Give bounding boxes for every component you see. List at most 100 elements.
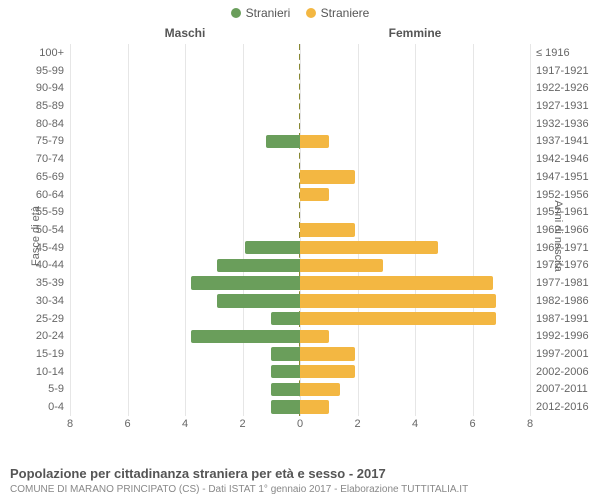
birth-year-label: 1942-1946 bbox=[530, 153, 596, 165]
birth-year-label: 2012-2016 bbox=[530, 401, 596, 413]
female-half bbox=[300, 381, 530, 399]
birth-year-label: 1997-2001 bbox=[530, 348, 596, 360]
bar-male bbox=[191, 330, 300, 343]
age-row: 30-341982-1986 bbox=[70, 292, 530, 310]
female-half bbox=[300, 150, 530, 168]
age-label: 95-99 bbox=[4, 65, 70, 77]
age-label: 30-34 bbox=[4, 295, 70, 307]
age-label: 75-79 bbox=[4, 135, 70, 147]
bar-female bbox=[300, 330, 329, 343]
female-half bbox=[300, 327, 530, 345]
age-row: 5-92007-2011 bbox=[70, 381, 530, 399]
age-label: 60-64 bbox=[4, 189, 70, 201]
x-axis: 864202468 bbox=[70, 418, 530, 432]
male-half bbox=[70, 150, 300, 168]
male-half bbox=[70, 115, 300, 133]
male-half bbox=[70, 274, 300, 292]
female-half bbox=[300, 239, 530, 257]
bar-male bbox=[266, 135, 301, 148]
age-label: 40-44 bbox=[4, 259, 70, 271]
bar-female bbox=[300, 241, 438, 254]
female-half bbox=[300, 345, 530, 363]
birth-year-label: 2007-2011 bbox=[530, 383, 596, 395]
age-label: 90-94 bbox=[4, 82, 70, 94]
age-row: 40-441972-1976 bbox=[70, 257, 530, 275]
age-label: 20-24 bbox=[4, 330, 70, 342]
age-label: 45-49 bbox=[4, 242, 70, 254]
age-label: 65-69 bbox=[4, 171, 70, 183]
age-label: 25-29 bbox=[4, 313, 70, 325]
column-title-male: Maschi bbox=[70, 26, 300, 40]
male-half bbox=[70, 327, 300, 345]
age-row: 45-491967-1971 bbox=[70, 239, 530, 257]
age-row: 55-591957-1961 bbox=[70, 203, 530, 221]
female-half bbox=[300, 363, 530, 381]
male-half bbox=[70, 381, 300, 399]
female-half bbox=[300, 168, 530, 186]
birth-year-label: 1932-1936 bbox=[530, 118, 596, 130]
x-tick: 8 bbox=[67, 418, 73, 430]
birth-year-label: 1972-1976 bbox=[530, 259, 596, 271]
female-half bbox=[300, 398, 530, 416]
bar-female bbox=[300, 383, 340, 396]
x-tick: 2 bbox=[239, 418, 245, 430]
birth-year-label: 1922-1926 bbox=[530, 82, 596, 94]
chart-area: Maschi Femmine Fasce di età Anni di nasc… bbox=[0, 26, 600, 446]
age-row: 60-641952-1956 bbox=[70, 186, 530, 204]
female-half bbox=[300, 133, 530, 151]
age-row: 95-991917-1921 bbox=[70, 62, 530, 80]
birth-year-label: 1987-1991 bbox=[530, 313, 596, 325]
birth-year-label: 1947-1951 bbox=[530, 171, 596, 183]
male-half bbox=[70, 133, 300, 151]
age-row: 20-241992-1996 bbox=[70, 327, 530, 345]
birth-year-label: 1927-1931 bbox=[530, 100, 596, 112]
legend-swatch-male bbox=[231, 8, 241, 18]
age-row: 15-191997-2001 bbox=[70, 345, 530, 363]
female-half bbox=[300, 221, 530, 239]
bar-male bbox=[271, 383, 300, 396]
male-half bbox=[70, 79, 300, 97]
x-tick: 2 bbox=[354, 418, 360, 430]
bar-female bbox=[300, 312, 496, 325]
birth-year-label: 1957-1961 bbox=[530, 206, 596, 218]
bar-female bbox=[300, 347, 355, 360]
birth-year-label: 1977-1981 bbox=[530, 277, 596, 289]
bar-male bbox=[271, 400, 300, 413]
bar-female bbox=[300, 188, 329, 201]
male-half bbox=[70, 168, 300, 186]
male-half bbox=[70, 292, 300, 310]
female-half bbox=[300, 203, 530, 221]
age-row: 85-891927-1931 bbox=[70, 97, 530, 115]
legend-label-male: Stranieri bbox=[246, 6, 291, 20]
bar-female bbox=[300, 170, 355, 183]
male-half bbox=[70, 257, 300, 275]
bar-female bbox=[300, 294, 496, 307]
male-half bbox=[70, 345, 300, 363]
bar-male bbox=[271, 312, 300, 325]
male-half bbox=[70, 398, 300, 416]
x-tick: 0 bbox=[297, 418, 303, 430]
age-row: 100+≤ 1916 bbox=[70, 44, 530, 62]
legend-swatch-female bbox=[306, 8, 316, 18]
birth-year-label: 1962-1966 bbox=[530, 224, 596, 236]
x-tick: 6 bbox=[124, 418, 130, 430]
plot-area: 100+≤ 191695-991917-192190-941922-192685… bbox=[70, 44, 530, 416]
x-tick: 4 bbox=[412, 418, 418, 430]
bar-female bbox=[300, 223, 355, 236]
chart-footer: Popolazione per cittadinanza straniera p… bbox=[10, 466, 590, 496]
age-row: 0-42012-2016 bbox=[70, 398, 530, 416]
bar-female bbox=[300, 135, 329, 148]
bar-male bbox=[245, 241, 300, 254]
female-half bbox=[300, 292, 530, 310]
birth-year-label: 1982-1986 bbox=[530, 295, 596, 307]
birth-year-label: 1917-1921 bbox=[530, 65, 596, 77]
age-label: 80-84 bbox=[4, 118, 70, 130]
age-row: 65-691947-1951 bbox=[70, 168, 530, 186]
age-label: 50-54 bbox=[4, 224, 70, 236]
bar-female bbox=[300, 259, 383, 272]
male-half bbox=[70, 186, 300, 204]
birth-year-label: 1937-1941 bbox=[530, 135, 596, 147]
age-label: 5-9 bbox=[4, 383, 70, 395]
bar-female bbox=[300, 400, 329, 413]
age-label: 70-74 bbox=[4, 153, 70, 165]
